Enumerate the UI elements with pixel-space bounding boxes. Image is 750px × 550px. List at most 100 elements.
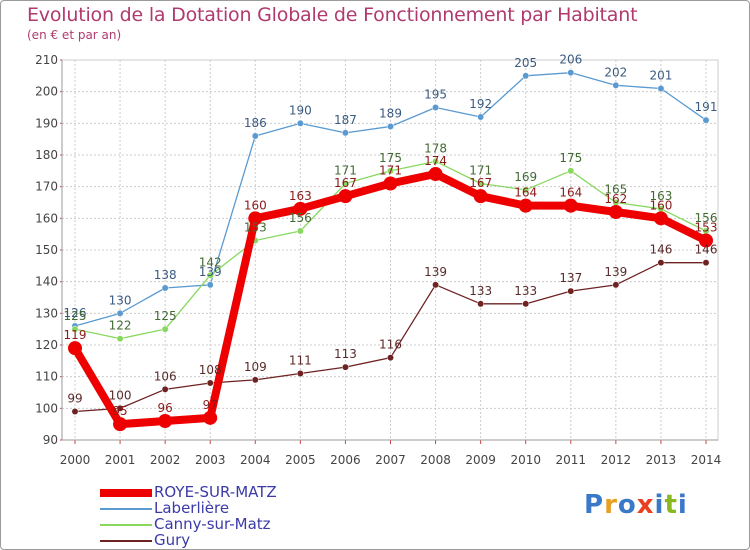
legend-swatch-roye [100,489,152,497]
point-roye-2009 [473,189,488,204]
data-label-canny-2012: 165 [604,183,627,197]
data-label-canny-2000: 125 [64,309,87,323]
data-label-roye-2005: 163 [289,189,312,203]
data-label-gury-2013: 146 [649,243,672,257]
data-label-roye-2008: 174 [424,154,447,168]
data-label-gury-2000: 99 [67,392,82,406]
data-label-gury-2008: 139 [424,265,447,279]
point-roye-2003 [203,410,218,425]
point-laberliere-2013 [657,85,665,92]
logo-letter: x [636,490,655,520]
point-laberliere-2008 [432,104,440,111]
data-label-roye-2003: 97 [203,398,218,412]
point-canny-2009 [477,180,485,187]
data-label-canny-2007: 175 [379,151,402,165]
legend-label-laberliere: Laberlière [154,499,230,517]
y-tick-label-200: 200 [35,85,58,99]
chart-subtitle: (en € et par an) [27,28,122,42]
data-label-laberliere-2011: 206 [559,53,582,67]
y-tick-label-190: 190 [35,116,58,130]
y-tick-label-120: 120 [35,338,58,352]
point-roye-2006 [338,189,353,204]
data-label-laberliere-2001: 130 [109,293,132,307]
x-tick-label-2010: 2010 [510,453,541,467]
x-tick-label-2002: 2002 [150,453,181,467]
point-canny-2005 [296,227,304,235]
point-laberliere-2002 [161,284,169,292]
legend-swatch-gury [100,540,152,542]
point-canny-2008 [432,157,440,165]
x-tick-label-2012: 2012 [601,453,632,467]
logo-letter: o [617,490,637,520]
point-gury-2007 [387,354,394,362]
y-tick-label-90: 90 [43,433,58,447]
point-roye-2008 [428,167,443,181]
data-label-canny-2009: 171 [469,164,492,178]
data-label-roye-2012: 162 [604,192,627,206]
data-label-gury-2010: 133 [514,284,537,298]
point-laberliere-2004 [251,132,259,140]
point-laberliere-2010 [522,72,530,80]
legend-label-gury: Gury [154,531,191,549]
legend-swatch-canny [100,524,152,526]
data-label-roye-2007: 171 [379,164,402,178]
series-layer [68,69,713,432]
point-roye-2011 [563,198,578,213]
y-tick-label-210: 210 [35,53,58,67]
point-laberliere-2003 [206,281,214,289]
data-label-roye-2010: 164 [514,186,537,200]
data-label-laberliere-2007: 189 [379,107,402,121]
point-laberliere-2005 [296,119,304,127]
data-label-roye-2006: 167 [334,176,357,190]
data-label-gury-2011: 137 [559,271,582,285]
data-label-canny-2005: 156 [289,211,312,225]
data-label-canny-2002: 125 [154,309,177,323]
x-tick-label-2014: 2014 [691,453,722,467]
point-canny-2006 [341,180,349,187]
data-label-laberliere-2009: 192 [469,97,492,111]
point-laberliere-2011 [567,69,575,77]
logo-letter: r [604,490,618,520]
y-tick-label-140: 140 [35,275,58,289]
point-canny-2003 [206,271,214,279]
point-gury-2004 [251,376,259,384]
data-label-roye-2009: 167 [469,176,492,190]
point-roye-2013 [653,211,668,226]
chart-title: Evolution de la Dotation Globale de Fonc… [27,4,638,26]
data-label-layer: 126 130 138 139 186 190 187 189 195 192 205 206 202 2… [64,53,718,418]
data-label-laberliere-2003: 139 [199,265,222,279]
data-label-laberliere-2005: 190 [289,103,312,117]
point-gury-2008 [432,281,440,289]
data-label-gury-2014: 146 [695,243,718,257]
point-roye-2000 [68,341,82,356]
point-roye-2002 [158,414,173,428]
point-roye-2004 [248,211,263,226]
data-label-canny-2013: 163 [649,189,672,203]
point-laberliere-2014 [702,116,710,124]
point-roye-2012 [608,205,623,219]
logo-letter: t [664,490,678,520]
logo-letter: i [677,490,688,520]
data-label-roye-2011: 164 [559,186,582,200]
point-roye-2010 [518,198,533,213]
data-label-roye-2000: 119 [64,328,87,342]
data-label-canny-2001: 122 [109,319,132,333]
data-label-laberliere-2004: 186 [244,116,267,130]
point-laberliere-2006 [341,129,349,137]
data-label-laberliere-2014: 191 [695,100,718,114]
point-gury-2002 [161,385,169,393]
y-tick-label-110: 110 [35,370,58,384]
point-laberliere-2007 [387,123,394,130]
data-label-laberliere-2013: 201 [649,69,672,83]
data-label-canny-2004: 153 [244,221,267,235]
x-tick-label-2008: 2008 [420,453,451,467]
x-tick-label-2011: 2011 [556,453,587,467]
logo-letter: P [584,490,605,520]
point-roye-2001 [113,417,128,432]
point-gury-2009 [477,300,485,308]
point-canny-2007 [387,167,394,175]
point-canny-2002 [161,325,169,333]
y-tick-label-170: 170 [35,180,58,194]
axis-layer: 90 100 110 120 130 140 150 160 170 180 190 200 210 20… [35,53,721,467]
